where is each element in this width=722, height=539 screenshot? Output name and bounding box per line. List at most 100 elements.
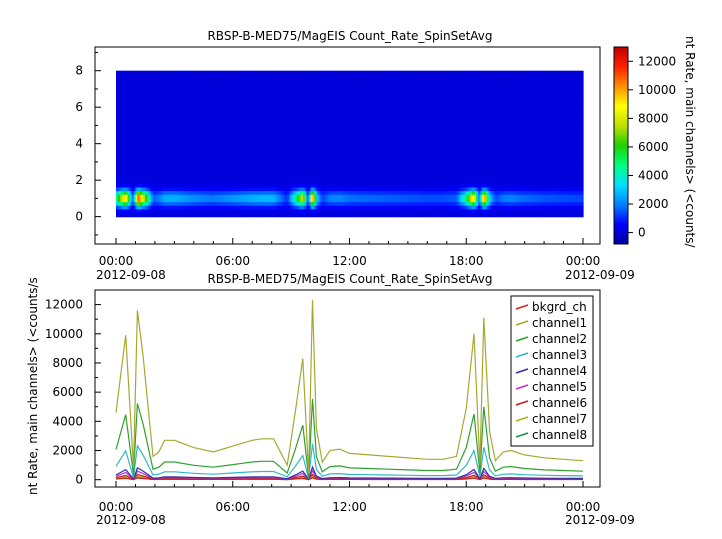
heatmap-cell [291, 85, 294, 90]
heatmap-cell [205, 172, 209, 178]
heatmap-cell [343, 129, 347, 134]
heatmap-cell [259, 74, 263, 79]
heatmap-cell [160, 183, 164, 189]
heatmap-cell [234, 172, 238, 178]
heatmap-cell [199, 161, 203, 167]
heatmap-cell [207, 92, 210, 97]
heatmap-cell [182, 169, 185, 174]
heatmap-cell [209, 172, 212, 178]
heatmap-cell [318, 132, 321, 137]
heatmap-cell [133, 172, 137, 178]
heatmap-cell [238, 147, 242, 152]
heatmap-cell [240, 121, 244, 127]
heatmap-cell [201, 176, 205, 181]
heatmap-cell [293, 81, 296, 86]
heatmap-cell [273, 147, 277, 152]
heatmap-cell [328, 212, 331, 218]
heatmap-cell [324, 202, 327, 207]
heatmap-cell [289, 154, 292, 159]
heatmap-cell [186, 161, 189, 167]
heatmap-cell [256, 147, 259, 152]
heatmap-cell [184, 85, 187, 90]
heatmap-cell [133, 154, 137, 159]
heatmap-cell [133, 110, 137, 116]
heatmap-cell [316, 183, 319, 189]
heatmap-cell [295, 99, 298, 105]
heatmap-cell [139, 147, 142, 152]
heatmap-cell [152, 150, 156, 156]
heatmap-cell [207, 107, 210, 112]
heatmap-cell [135, 96, 139, 101]
heatmap-cell [145, 147, 148, 152]
heatmap-cell [265, 74, 269, 79]
heatmap-cell [322, 99, 325, 105]
heatmap-cell [217, 187, 220, 192]
heatmap-cell [121, 176, 125, 181]
heatmap-cell [331, 165, 335, 170]
heatmap-cell [197, 147, 201, 152]
heatmap-cell [256, 150, 259, 156]
heatmap-cell [180, 103, 183, 108]
heatmap-cell [205, 212, 209, 218]
heatmap-cell [341, 172, 345, 178]
heatmap-cell [283, 125, 286, 130]
heatmap-cell [160, 96, 164, 101]
heatmap-cell [174, 154, 177, 159]
heatmap-cell [174, 158, 177, 163]
heatmap-cell [158, 147, 162, 152]
heatmap-cell [158, 96, 162, 101]
heatmap-cell [143, 194, 146, 199]
heatmap-cell [197, 114, 201, 119]
heatmap-cell [314, 202, 318, 207]
heatmap-cell [139, 165, 142, 170]
heatmap-cell [355, 85, 358, 90]
heatmap-cell [228, 74, 232, 79]
heatmap-cell [197, 205, 201, 210]
heatmap-cell [141, 147, 144, 152]
heatmap-cell [353, 158, 356, 163]
heatmap-cell [256, 132, 259, 137]
heatmap-cell [246, 150, 249, 156]
heatmap-cell [143, 202, 146, 207]
heatmap-cell [252, 212, 255, 218]
heatmap-cell [221, 110, 224, 116]
heatmap-cell [296, 92, 300, 97]
heatmap-cell [265, 121, 269, 127]
heatmap-cell [143, 147, 146, 152]
heatmap-cell [137, 169, 140, 174]
heatmap-cell [158, 74, 162, 79]
heatmap-cell [141, 161, 144, 167]
heatmap-cell [353, 92, 356, 97]
heatmap-cell [341, 121, 345, 127]
heatmap-cell [137, 92, 140, 97]
heatmap-cell [310, 150, 314, 156]
heatmap-cell [298, 132, 302, 137]
heatmap-cell [296, 74, 300, 79]
heatmap-cell [172, 70, 175, 75]
heatmap-cell [330, 110, 333, 116]
heatmap-cell [195, 107, 199, 112]
heatmap-cell [320, 194, 323, 199]
heatmap-cell [117, 78, 121, 83]
heatmap-cell [258, 125, 261, 130]
heatmap-cell [168, 125, 172, 130]
heatmap-cell [343, 92, 347, 97]
heatmap-cell [261, 147, 265, 152]
heatmap-cell [298, 165, 302, 170]
heatmap-cell [293, 85, 296, 90]
heatmap-cell [242, 125, 246, 130]
heatmap-cell [133, 212, 137, 218]
heatmap-cell [355, 103, 358, 108]
heatmap-cell [285, 99, 288, 105]
heatmap-cell [172, 118, 175, 123]
heatmap-cell [279, 114, 282, 119]
heatmap-cell [213, 81, 216, 86]
heatmap-cell [242, 70, 246, 75]
heatmap-cell [221, 205, 224, 210]
heatmap-cell [324, 129, 327, 134]
heatmap-cell [283, 209, 286, 214]
heatmap-cell [296, 194, 300, 199]
heatmap-cell [339, 176, 343, 181]
heatmap-cell [302, 165, 306, 170]
heatmap-cell [330, 176, 333, 181]
